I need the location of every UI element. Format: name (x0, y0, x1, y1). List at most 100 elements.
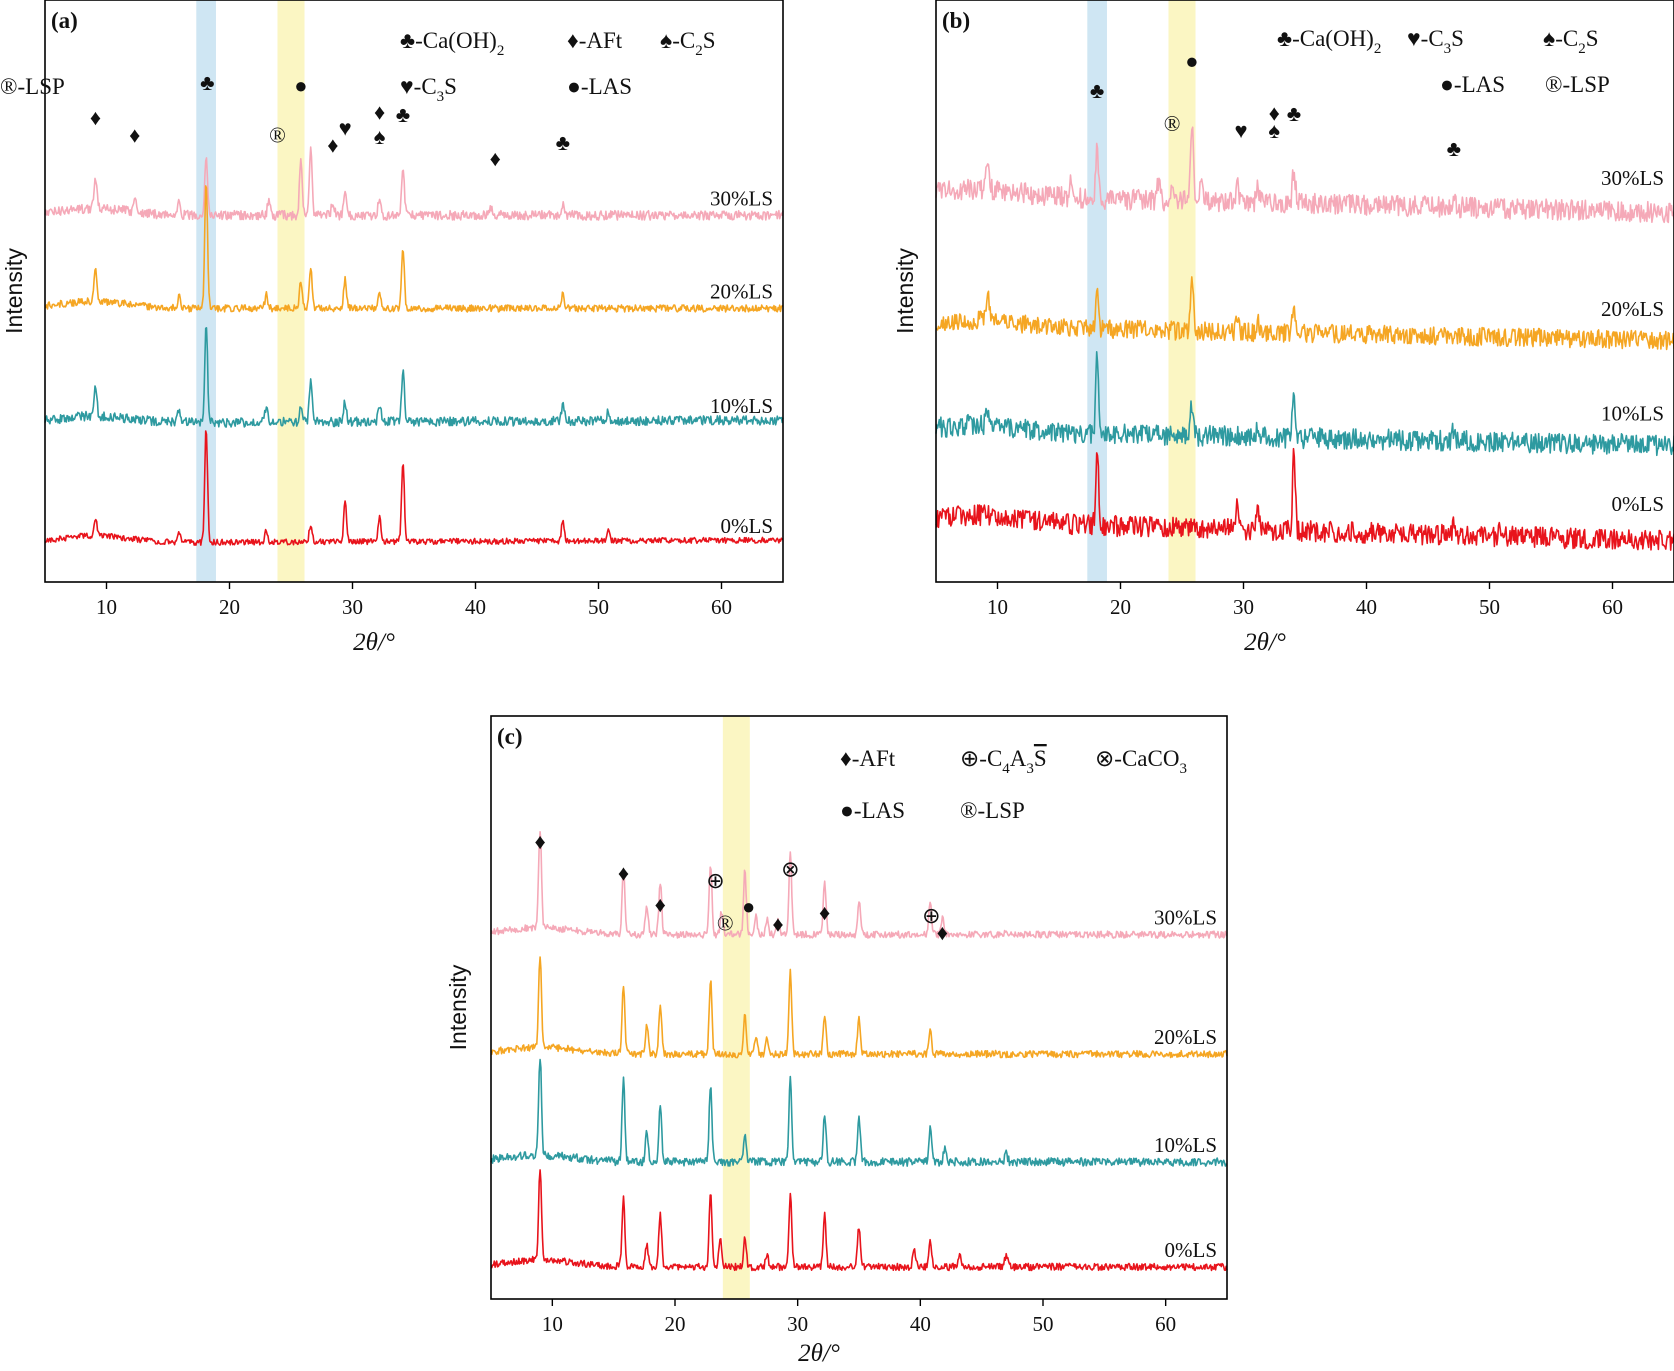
series-label: 10%LS (1601, 402, 1664, 426)
legend-entry: ♣-Ca(OH)2 (1277, 26, 1381, 57)
legend-entry: ●-LAS (1440, 72, 1505, 97)
legend-entry: ♦-AFt (567, 28, 623, 53)
panel-label: (b) (942, 8, 970, 33)
panel-label: (c) (497, 724, 523, 749)
x-tick-label: 40 (1356, 595, 1377, 619)
legend: ♣-Ca(OH)2 ♦-AFt ♠-C2S ♥-C3S ●-LAS ®-LSP (0, 28, 716, 105)
x-tick-label: 50 (1033, 1312, 1054, 1336)
series-line-30pct-ls (44, 146, 784, 221)
legend-entry: ⊗-CaCO3 (1095, 746, 1187, 777)
peak-marker: ♦ (655, 892, 666, 917)
peak-marker: ♣ (1287, 101, 1301, 126)
peak-marker: ♦ (819, 900, 830, 925)
panel-c: 30%LS 20%LS 10%LS 0%LS 10 20 30 40 50 60 2θ/° Inten… (445, 715, 1228, 1367)
legend-symbol: ♠ (660, 28, 672, 53)
series-label: 30%LS (1601, 166, 1664, 190)
series-label: 20%LS (1154, 1025, 1217, 1049)
series-line-20pct-ls (935, 276, 1674, 351)
peak-marker: ♦ (327, 132, 338, 157)
panel-a: 30%LS 20%LS 10%LS 0%LS 10 20 30 40 50 60 2θ/° Inten… (0, 0, 784, 656)
legend-symbol: ⊗ (1095, 746, 1114, 771)
series-label: 0%LS (1165, 1238, 1218, 1262)
highlight-band-0 (722, 716, 750, 1299)
legend-entry: ●-LAS (567, 74, 632, 99)
series-line-20pct-ls (44, 185, 784, 313)
peak-marker: ® (717, 911, 734, 936)
x-tick-label: 10 (542, 1312, 563, 1336)
x-axis-title: 2θ/° (1244, 629, 1286, 656)
series-label: 20%LS (710, 279, 773, 303)
legend-symbol: ● (567, 74, 581, 99)
series-label: 20%LS (1601, 297, 1664, 321)
peak-marker: ♣ (200, 70, 214, 95)
legend-symbol: ♣ (400, 28, 415, 53)
peak-marker: ♣ (1447, 136, 1461, 161)
series-line-20pct-ls (490, 956, 1228, 1059)
panel-b: 30%LS 20%LS 10%LS 0%LS 10 20 30 40 50 60 2θ/° Inten… (892, 0, 1674, 656)
peak-marker: ⊗ (781, 856, 799, 881)
peak-marker: ♦ (618, 860, 629, 885)
x-tick-label: 60 (1155, 1312, 1176, 1336)
legend-entry: ®-LSP (0, 74, 65, 99)
y-axis-title: Intensity (445, 964, 471, 1050)
series-line-0pct-ls (490, 1169, 1228, 1272)
legend-symbol: ♦ (567, 28, 579, 53)
peak-marker: ♥ (1235, 118, 1248, 143)
x-tick-label: 30 (787, 1312, 808, 1336)
x-tick-label: 50 (1479, 595, 1500, 619)
legend-symbol: ® (960, 798, 977, 823)
x-axis-title: 2θ/° (353, 629, 395, 656)
legend-entry: ®-LSP (960, 798, 1025, 823)
legend-entry: ⊕-C4A3S (960, 746, 1047, 777)
series-label: 30%LS (1154, 906, 1217, 930)
peak-marker: ♦ (129, 123, 140, 148)
peak-marker: ♦ (534, 829, 545, 854)
peak-marker: ♦ (490, 146, 501, 171)
peak-marker: ♦ (90, 105, 101, 130)
legend-entry: ●-LAS (840, 798, 905, 823)
peak-marker: ● (294, 73, 307, 98)
x-tick-label: 20 (1110, 595, 1131, 619)
legend-symbol: ● (840, 798, 854, 823)
series-label: 0%LS (721, 514, 774, 538)
series-line-0pct-ls (935, 447, 1674, 551)
legend-entry: ♥-C3S (400, 74, 457, 105)
series-line-0pct-ls (44, 430, 784, 547)
legend-entry: ♠-C2S (660, 28, 716, 59)
peak-marker: ● (742, 894, 755, 919)
legend-symbol: ♥ (1407, 26, 1421, 51)
legend-symbol: ♣ (1277, 26, 1292, 51)
legend-symbol: ® (1545, 72, 1562, 97)
x-tick-label: 50 (588, 595, 609, 619)
legend-symbol: ● (1440, 72, 1454, 97)
series-label: 10%LS (1154, 1133, 1217, 1157)
legend: ♦-AFt ⊕-C4A3S ⊗-CaCO3 ●-LAS ®-LSP (840, 746, 1187, 823)
legend-entry: ♦-AFt (840, 746, 896, 771)
series-line-30pct-ls (490, 830, 1228, 939)
panel-label: (a) (51, 8, 78, 33)
x-tick-label: 20 (665, 1312, 686, 1336)
series-label: 30%LS (710, 186, 773, 210)
x-tick-label: 40 (910, 1312, 931, 1336)
x-tick-label: 60 (1602, 595, 1623, 619)
peak-marker: ♦ (772, 912, 783, 937)
legend-symbol: ® (0, 74, 17, 99)
peak-marker: ♦ (374, 99, 385, 124)
peak-marker: ⊕ (922, 903, 940, 928)
peak-marker: ® (1164, 111, 1181, 136)
series-line-30pct-ls (935, 126, 1674, 224)
legend-entry: ♥-C3S (1407, 26, 1464, 57)
legend-symbol: ⊕ (960, 746, 979, 771)
legend-symbol: ♥ (400, 74, 414, 99)
legend-symbol: ♦ (840, 746, 852, 771)
series-line-10pct-ls (44, 326, 784, 428)
series-line-10pct-ls (490, 1058, 1228, 1167)
legend: ♣-Ca(OH)2 ♥-C3S ♠-C2S ●-LAS ®-LSP (1277, 26, 1610, 97)
x-tick-label: 60 (711, 595, 732, 619)
peak-marker: ♣ (1090, 78, 1104, 103)
legend-entry: ♣-Ca(OH)2 (400, 28, 504, 59)
x-tick-label: 20 (219, 595, 240, 619)
legend-entry: ®-LSP (1545, 72, 1610, 97)
x-tick-label: 10 (96, 595, 117, 619)
